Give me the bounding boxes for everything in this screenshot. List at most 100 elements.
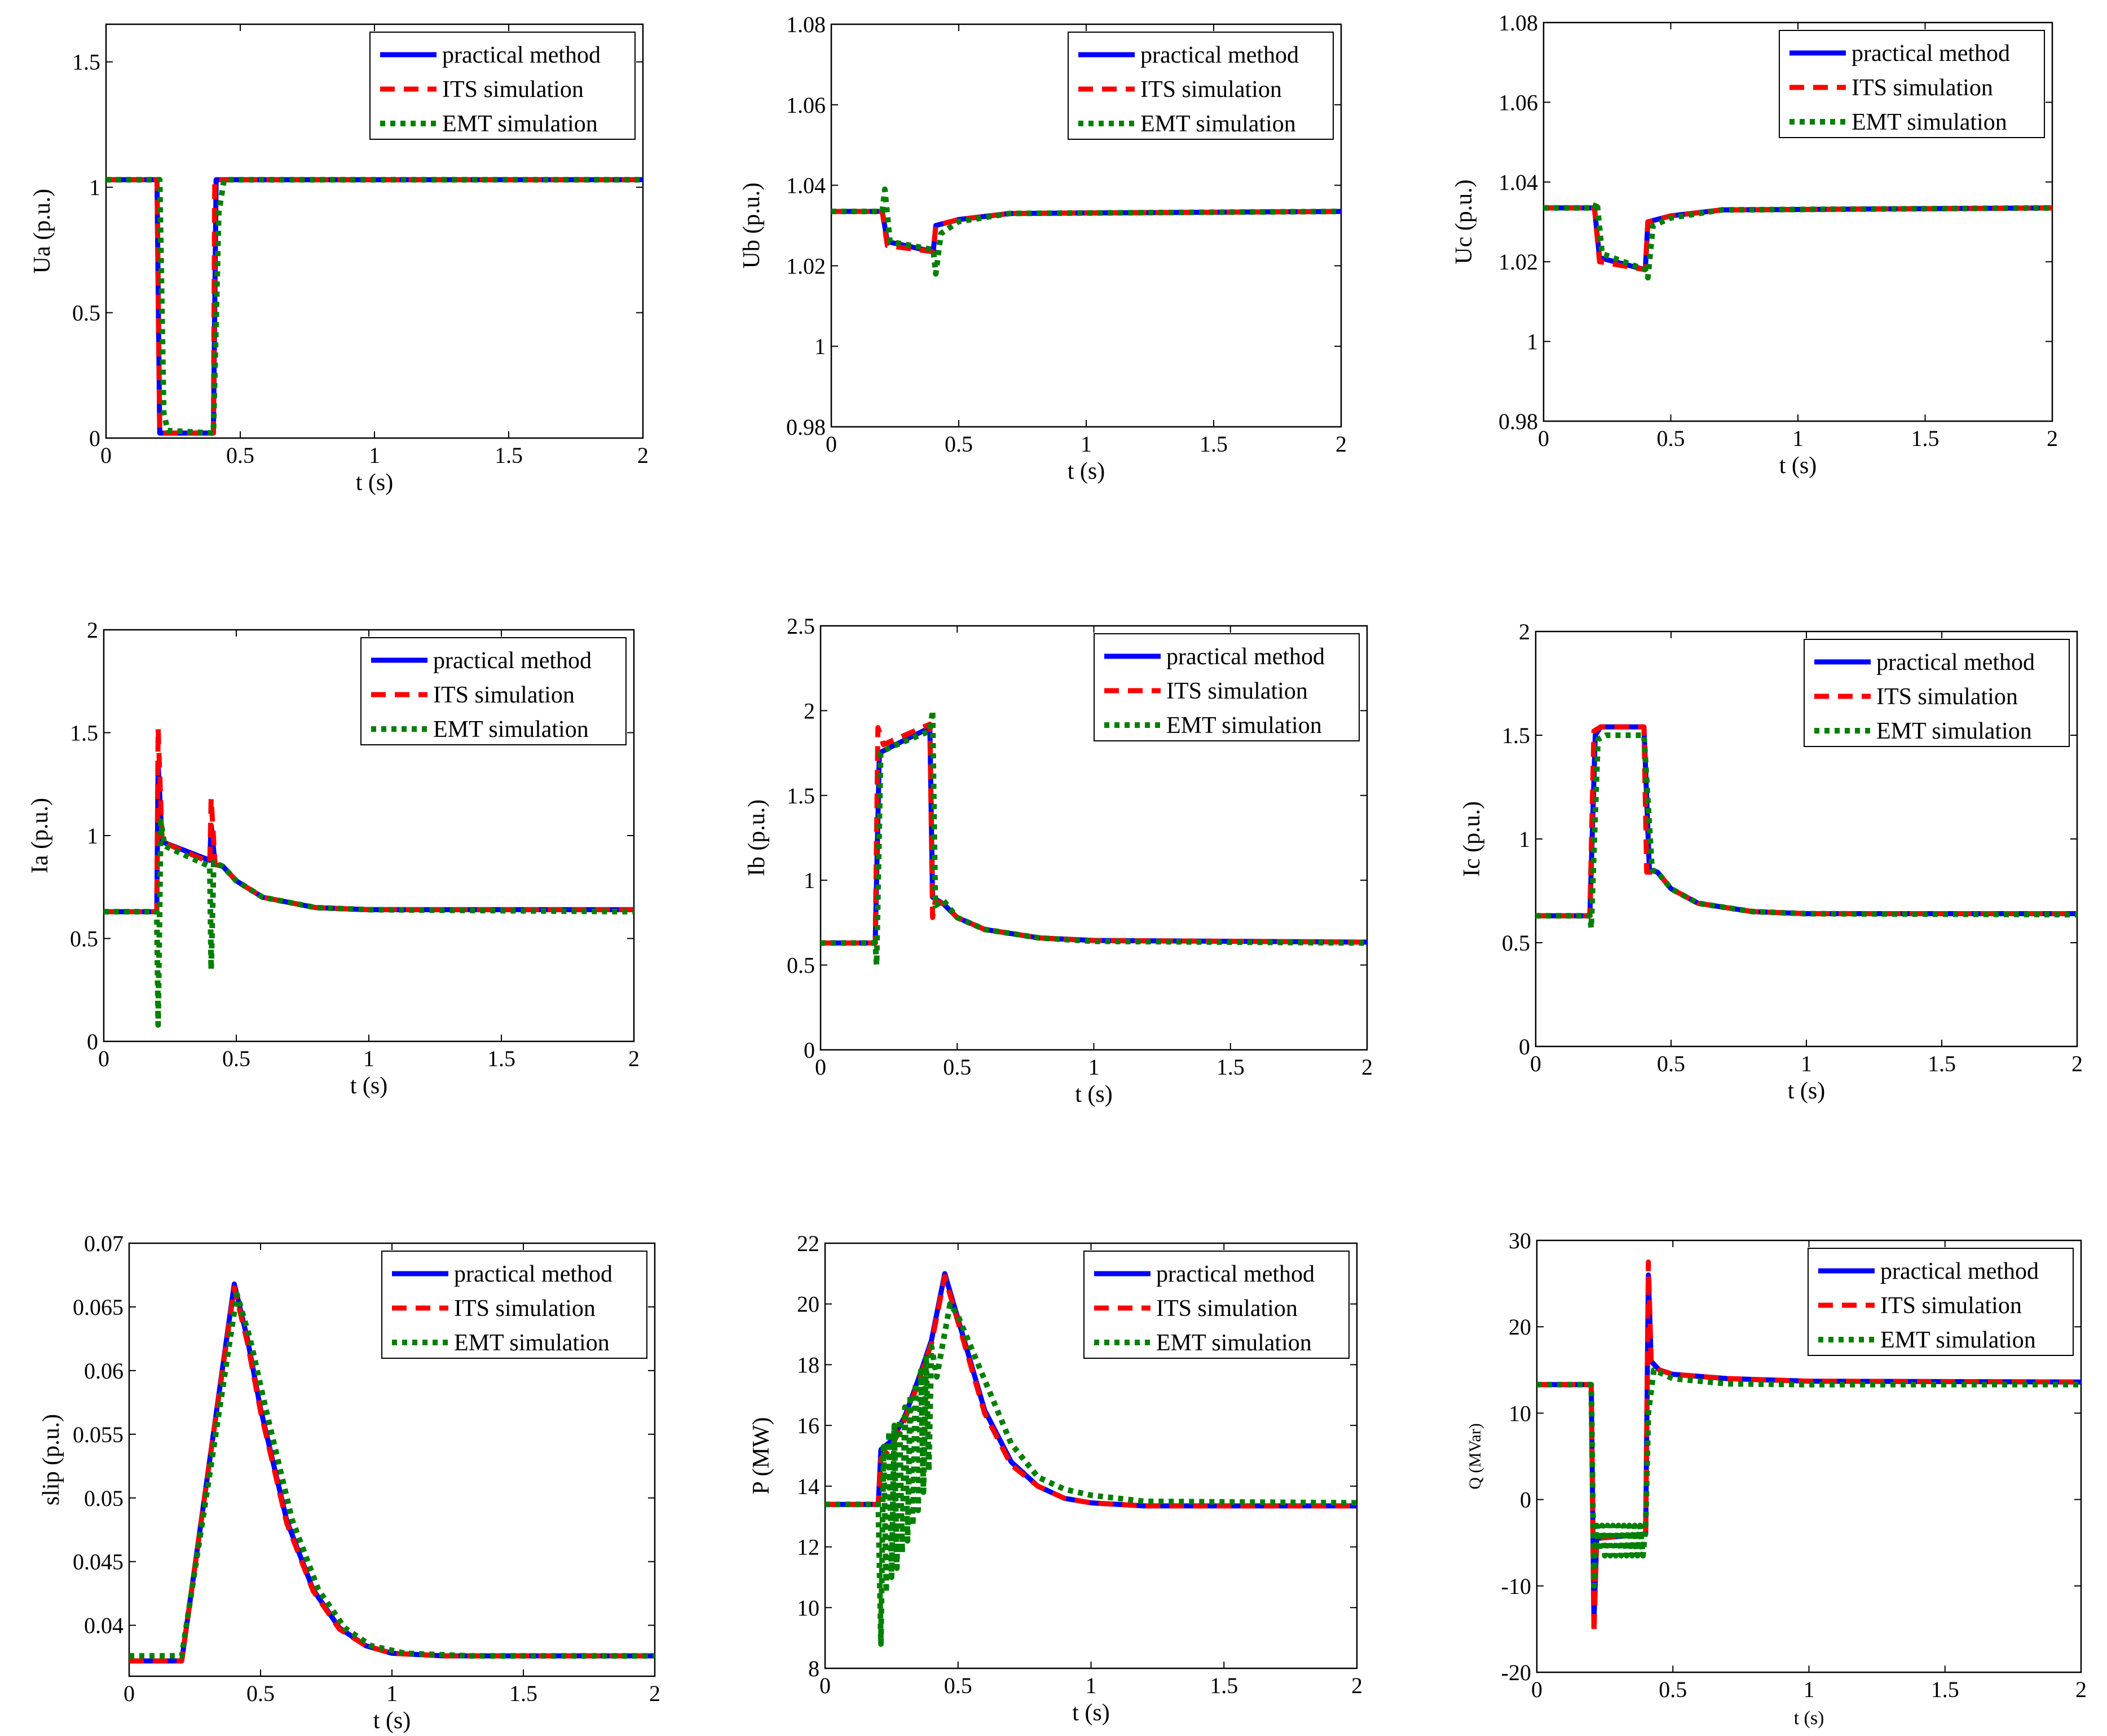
series-line-its-simulation [1537, 1259, 2081, 1636]
legend-label: practical method [442, 42, 601, 68]
y-axis-label: Ia (p.u.) [27, 798, 53, 873]
x-tick-label: 0.5 [944, 1673, 972, 1698]
y-tick-label: 1.08 [1498, 10, 1538, 36]
y-tick-label: 18 [797, 1352, 819, 1377]
legend: practical method ITS simulation EMT simula… [1094, 633, 1360, 741]
legend-label: practical method [454, 1261, 612, 1287]
x-axis-label: t (s) [1794, 1708, 1824, 1729]
legend-label: ITS simulation [1166, 678, 1308, 704]
y-tick-label: 1 [804, 868, 815, 893]
y-tick-label: 1 [89, 175, 100, 200]
x-tick-label: 0 [98, 1046, 109, 1071]
y-axis-label: Uc (p.u.) [1451, 179, 1477, 264]
x-tick-label: 0 [819, 1673, 831, 1698]
y-axis-label: Q (MVar) [1466, 1423, 1484, 1489]
series-line-emt-simulation [821, 708, 1367, 968]
x-axis-label: t (s) [373, 1708, 411, 1734]
legend-label: practical method [1852, 41, 2010, 67]
y-tick-label: 2 [87, 617, 98, 643]
x-tick-label: 1 [1801, 1051, 1812, 1076]
x-tick-label: 1 [369, 443, 380, 468]
legend-label: practical method [433, 648, 592, 674]
x-tick-label: 0.5 [943, 1054, 971, 1080]
y-tick-label: 16 [797, 1413, 819, 1438]
legend-label: ITS simulation [1156, 1296, 1298, 1322]
chart-p: 0 0.5 1 1.5 2 8 10 12 14 16 18 20 22 t (s) P (MW) pract… [748, 1231, 1363, 1726]
x-axis-label: t (s) [1072, 1700, 1110, 1726]
y-axis-label: Ic (p.u.) [1459, 801, 1485, 877]
y-tick-label: 0.98 [1498, 409, 1538, 434]
x-tick-label: 0.5 [1657, 426, 1685, 451]
x-tick-label: 0.5 [1659, 1677, 1687, 1702]
series-line-emt-simulation [129, 1291, 655, 1659]
x-tick-label: 1.5 [1911, 426, 1940, 451]
y-tick-label: 1.08 [786, 12, 826, 37]
x-axis-label: t (s) [1075, 1081, 1113, 1107]
y-tick-label: 1.5 [72, 50, 100, 75]
chart-slip: 0 0.5 1 1.5 2 0.04 0.045 0.05 0.055 0.06 0.065 0.07… [38, 1231, 660, 1734]
chart-ib: 0 0.5 1 1.5 2 0 0.5 1 1.5 2 2.5 t (s) Ib (p.u.) pract… [744, 613, 1373, 1107]
y-axis-label: Ua (p.u.) [29, 189, 55, 273]
x-tick-label: 1 [363, 1046, 374, 1071]
x-tick-label: 1.5 [495, 443, 523, 468]
x-tick-label: 0.5 [945, 431, 973, 457]
legend-label: EMT simulation [454, 1330, 610, 1356]
legend-label: EMT simulation [442, 111, 598, 137]
chart-ua: 0 0.5 1 1.5 2 0 0.5 1 1.5 t (s) Ua (p.u.) practical… [29, 23, 649, 496]
x-axis-label: t (s) [1068, 458, 1105, 484]
chart-ic: 0 0.5 1 1.5 2 0 0.5 1 1.5 2 t (s) Ic (p.u.) practica… [1459, 619, 2083, 1104]
y-tick-label: 0.05 [84, 1486, 124, 1511]
y-tick-label: 20 [797, 1292, 819, 1317]
legend-label: practical method [1166, 644, 1325, 670]
y-tick-label: 10 [797, 1595, 819, 1620]
legend: practical method ITS simulation EMT simula… [369, 32, 636, 140]
y-tick-label: 1.06 [1498, 90, 1538, 115]
legend: practical method ITS simulation EMT simula… [381, 1251, 647, 1359]
y-axis-label: P (MW) [748, 1417, 774, 1494]
x-tick-label: 1 [1804, 1677, 1815, 1702]
y-tick-label: 0 [89, 426, 100, 451]
series-line-emt-simulation [1544, 199, 2052, 281]
x-tick-label: 1 [386, 1681, 398, 1706]
x-tick-label: 0 [1531, 1677, 1542, 1702]
x-tick-label: 0.5 [222, 1046, 250, 1071]
x-tick-label: 2 [2075, 1677, 2087, 1702]
x-tick-label: 0 [124, 1681, 135, 1706]
y-axis-label: Ib (p.u.) [744, 799, 770, 876]
y-tick-label: 1 [1519, 827, 1530, 852]
y-tick-label: 12 [797, 1535, 819, 1560]
legend-label: ITS simulation [454, 1296, 596, 1322]
x-tick-label: 2 [649, 1681, 660, 1706]
series-group [825, 1271, 1357, 1647]
legend-label: practical method [1880, 1258, 2039, 1284]
series-line-emt-simulation [825, 1301, 1357, 1647]
x-tick-label: 2 [1335, 431, 1347, 457]
series-line-its-simulation [831, 209, 1341, 254]
legend-label: EMT simulation [1852, 109, 2007, 135]
legend-label: practical method [1876, 650, 2035, 675]
series-line-emt-simulation [831, 186, 1341, 277]
chart-ub: 0 0.5 1 1.5 2 0.98 1 1.02 1.04 1.06 1.08 t (s) Ub (p… [739, 12, 1347, 484]
series-line-emt-simulation [1536, 732, 2077, 931]
y-tick-label: 0.06 [84, 1358, 124, 1384]
x-tick-label: 0 [826, 431, 837, 457]
y-tick-label: 1.02 [786, 253, 826, 279]
y-tick-label: 0.04 [84, 1613, 124, 1638]
x-tick-label: 0 [1538, 426, 1549, 451]
series-line-emt-simulation [1537, 1367, 2081, 1589]
series-group [1544, 199, 2052, 281]
x-tick-label: 2 [2047, 426, 2058, 451]
y-tick-label: 0.5 [72, 301, 100, 326]
y-tick-label: 1.5 [787, 783, 815, 809]
x-axis-label: t (s) [1779, 453, 1817, 479]
series-line-emt-simulation [104, 818, 634, 1028]
y-tick-label: 0 [87, 1029, 98, 1054]
legend-label: ITS simulation [442, 77, 584, 103]
legend-label: ITS simulation [1876, 684, 2018, 710]
y-tick-label: 30 [1509, 1228, 1531, 1253]
legend-label: EMT simulation [1880, 1327, 2036, 1353]
legend-label: ITS simulation [1880, 1293, 2022, 1319]
x-tick-label: 1.5 [1216, 1054, 1245, 1080]
legend-label: ITS simulation [1140, 77, 1282, 103]
